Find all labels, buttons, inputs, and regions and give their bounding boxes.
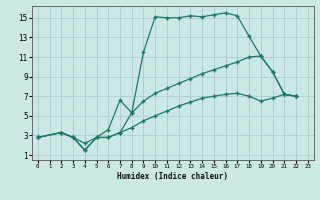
X-axis label: Humidex (Indice chaleur): Humidex (Indice chaleur)	[117, 172, 228, 181]
